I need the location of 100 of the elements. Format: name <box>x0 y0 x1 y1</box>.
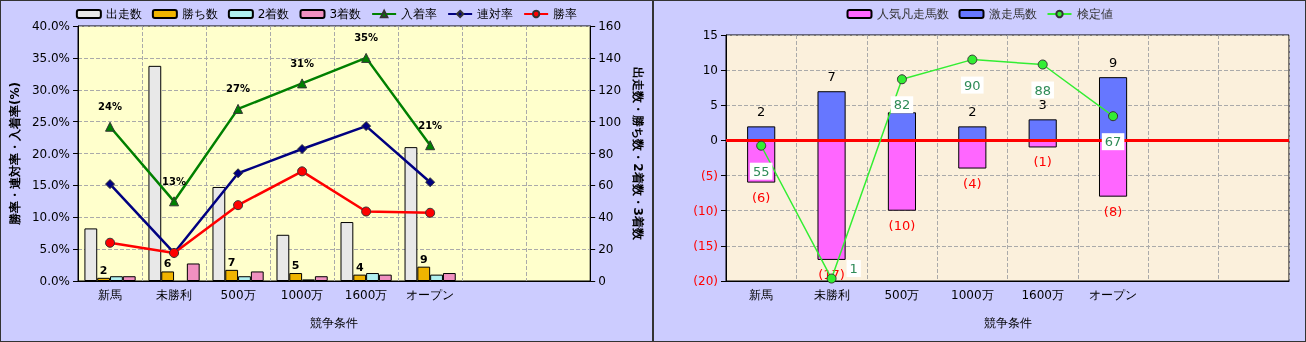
y-tick-label: 25.0% <box>31 114 71 129</box>
y2-tick-label: 60 <box>598 178 614 193</box>
data-label: 67 <box>1104 134 1122 150</box>
point <box>105 179 116 190</box>
x-tick-label: 1600万 <box>344 288 388 302</box>
legend-label: 勝率 <box>553 7 578 21</box>
data-label: 7 <box>827 69 836 85</box>
x-tick-label: オープン <box>406 288 455 302</box>
y-tick-label: 5.0% <box>39 242 71 257</box>
x-tick-label: 500万 <box>220 288 256 302</box>
data-label: (4) <box>963 175 982 191</box>
data-label: 55 <box>752 163 770 179</box>
legend-label: 入着率 <box>401 7 438 21</box>
y2-tick-label: 160 <box>598 19 622 33</box>
x-tick-label: 新馬 <box>98 288 123 302</box>
point <box>233 200 244 211</box>
point <box>297 166 308 177</box>
y-tick-label: 5 <box>710 98 718 113</box>
y-tick-label: 20.0% <box>31 146 71 161</box>
y2-tick-label: 80 <box>598 146 614 161</box>
y2-axis-title: 出走数・勝ち数・2着数・3着数 <box>631 67 645 241</box>
bar <box>887 140 917 211</box>
data-label: 31% <box>290 57 315 69</box>
point <box>105 121 116 132</box>
point <box>425 177 436 188</box>
point <box>105 237 116 248</box>
point <box>425 140 436 151</box>
bar <box>1028 119 1057 141</box>
data-label: 2 <box>99 263 108 277</box>
legend-label: 2着数 <box>257 7 290 21</box>
data-label: 6 <box>163 257 172 271</box>
y2-tick-label: 20 <box>598 242 614 257</box>
data-label: 24% <box>98 101 122 113</box>
y-tick-label: 15.0% <box>31 178 71 193</box>
y-tick-label: (15) <box>693 238 718 253</box>
y-tick-label: 40.0% <box>31 19 71 33</box>
legend-label: 3着数 <box>329 7 362 21</box>
x-tick-label: 1000万 <box>951 288 994 302</box>
bar <box>817 91 846 141</box>
data-label: 3 <box>1038 97 1047 113</box>
data-label: (1) <box>1033 154 1052 170</box>
data-label: (8) <box>1103 203 1123 219</box>
y-tick-label: (10) <box>693 203 718 218</box>
point <box>896 74 907 85</box>
x-tick-label: 未勝利 <box>156 288 193 302</box>
y-tick-label: (20) <box>693 274 718 288</box>
data-label: 88 <box>1034 82 1051 98</box>
data-label: 9 <box>1108 55 1118 71</box>
y2-tick-label: 0 <box>598 274 606 288</box>
y2-tick-label: 100 <box>598 114 622 129</box>
legend-label: 検定値 <box>1076 7 1113 21</box>
y2-tick-label: 140 <box>598 50 622 65</box>
data-label: 82 <box>893 97 911 113</box>
y2-tick-label: 120 <box>598 82 622 97</box>
point <box>297 144 308 155</box>
bar <box>887 112 917 141</box>
x-tick-label: オープン <box>1089 288 1138 302</box>
x-tick-label: 1600万 <box>1021 288 1064 302</box>
bar <box>958 126 987 141</box>
x-tick-label: 500万 <box>884 288 920 302</box>
data-label: 4 <box>355 260 364 274</box>
x-axis-title: 競争条件 <box>310 316 359 330</box>
x-tick-label: 未勝利 <box>813 288 850 302</box>
data-label: 2 <box>968 104 977 120</box>
legend-label: 激走馬数 <box>988 7 1037 21</box>
bar <box>817 140 846 260</box>
legend-label: 出走数 <box>105 7 142 21</box>
data-label: 5 <box>291 259 300 273</box>
legend-label: 勝ち数 <box>181 7 218 21</box>
y-tick-label: (5) <box>701 168 718 183</box>
y-axis-title: 勝率・連対率・入着率(%) <box>8 82 22 226</box>
point <box>425 207 436 218</box>
point <box>297 78 308 89</box>
x-tick-label: 1000万 <box>280 288 324 302</box>
point <box>169 196 180 207</box>
point <box>1108 111 1119 122</box>
data-label: 2 <box>757 104 766 120</box>
y2-tick-label: 40 <box>598 210 614 225</box>
point <box>361 206 372 217</box>
y-tick-label: 10.0% <box>31 210 71 225</box>
data-label: 35% <box>354 32 379 44</box>
bar <box>958 140 987 169</box>
point <box>233 103 244 114</box>
legend-label: 連対率 <box>477 7 514 21</box>
y-tick-label: 35.0% <box>31 50 71 65</box>
point <box>756 140 767 151</box>
x-tick-label: 新馬 <box>749 288 774 302</box>
data-label: 27% <box>226 83 251 95</box>
data-label: 9 <box>419 252 428 266</box>
bar <box>747 126 776 141</box>
point <box>361 52 372 63</box>
data-label: 21% <box>418 119 443 131</box>
data-label: (10) <box>888 217 916 233</box>
y-tick-label: 0.0% <box>39 274 71 288</box>
data-label: 90 <box>964 77 981 93</box>
point <box>967 54 978 65</box>
y-tick-label: 0 <box>710 133 718 148</box>
data-label: (6) <box>751 189 771 205</box>
y-tick-label: 15 <box>702 28 718 42</box>
data-label: 7 <box>227 255 236 269</box>
